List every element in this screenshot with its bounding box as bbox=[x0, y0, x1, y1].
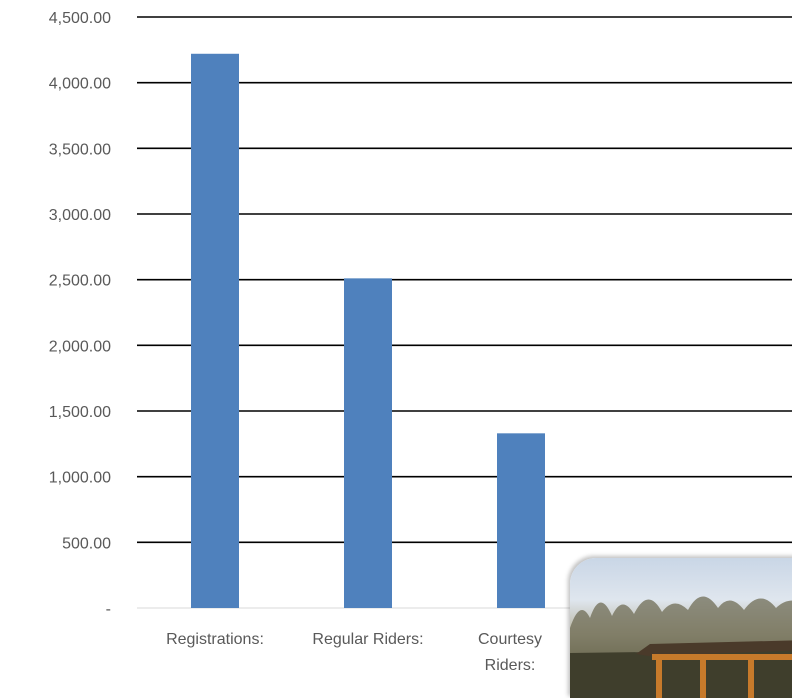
y-tick-label: 2,000.00 bbox=[49, 338, 111, 355]
bar bbox=[344, 278, 392, 608]
x-axis-category-labels: Registrations: Regular Riders: Courtesy Rid… bbox=[166, 631, 542, 674]
x-category-label: Regular Riders: bbox=[312, 631, 423, 648]
y-tick-label: - bbox=[106, 601, 111, 618]
bar-chart: - 500.00 1,000.00 1,500.00 2,000.00 2,500.00 3… bbox=[49, 10, 792, 674]
y-axis-tick-labels: - 500.00 1,000.00 1,500.00 2,000.00 2,500.00 3… bbox=[49, 10, 111, 618]
bar bbox=[191, 53, 239, 609]
photo-illustration bbox=[570, 596, 792, 698]
y-tick-label: 3,500.00 bbox=[49, 141, 111, 158]
x-category-label: Registrations: bbox=[166, 631, 264, 648]
y-tick-label: 3,000.00 bbox=[49, 207, 111, 224]
y-tick-label: 1,500.00 bbox=[49, 404, 111, 421]
y-tick-label: 2,500.00 bbox=[49, 273, 111, 290]
bars bbox=[191, 53, 545, 609]
bar bbox=[497, 433, 545, 608]
y-tick-label: 4,000.00 bbox=[49, 76, 111, 93]
x-category-label: Courtesy Riders: bbox=[478, 631, 542, 674]
gridlines bbox=[137, 16, 792, 609]
y-tick-label: 4,500.00 bbox=[49, 10, 111, 27]
y-tick-label: 1,000.00 bbox=[49, 470, 111, 487]
park-shelter-photo-icon bbox=[570, 558, 792, 698]
y-tick-label: 500.00 bbox=[62, 535, 111, 552]
